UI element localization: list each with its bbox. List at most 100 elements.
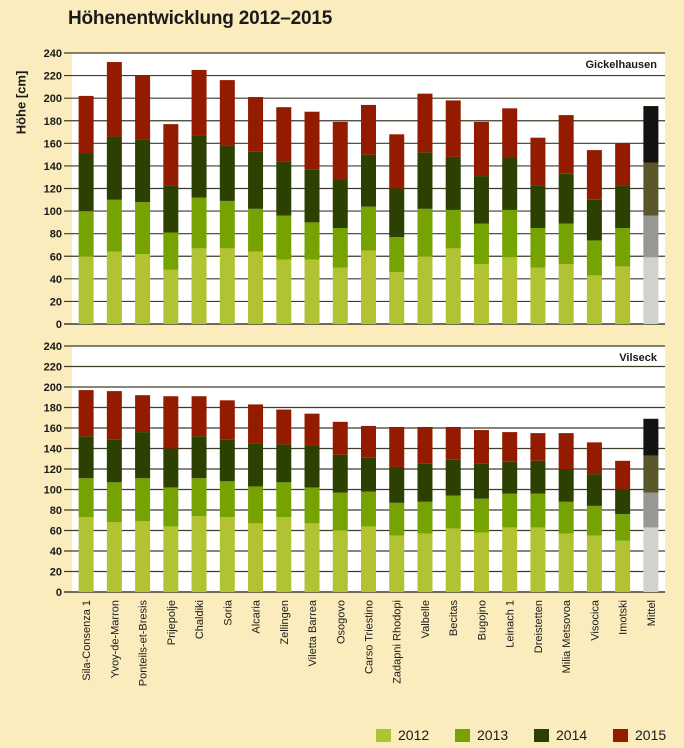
bar-segment-2014 [643,162,659,216]
x-tick-label: Alcaria [251,599,263,634]
bar-segment-2012 [332,530,348,592]
bar-segment-2013 [135,478,151,522]
legend-item-2014: 2014 [534,727,613,743]
x-tick-label: Yvoy-de-Marron [109,600,121,678]
bar-segment-2012 [191,248,207,324]
bar-segment-2012 [615,266,631,324]
bar-segment-2014 [586,474,602,506]
y-tick-label: 20 [50,567,62,579]
x-tick-label: Sila-Consenza 1 [81,600,93,681]
bar-segment-2013 [191,197,207,249]
bar-segment-2012 [78,256,94,324]
bar-segment-2014 [276,161,292,216]
bar-segment-2015 [502,432,518,462]
bar-segment-2015 [643,418,659,456]
x-tick-label: Dreistetten [533,600,545,653]
x-tick-label: Soria [222,599,234,626]
bar-segment-2015 [106,391,122,440]
bar-segment-2015 [558,433,574,469]
y-tick-label: 140 [44,444,62,456]
y-tick-label: 220 [44,362,62,374]
bar-segment-2012 [417,256,433,324]
bar-segment-2013 [473,223,489,265]
y-tick-label: 200 [44,93,62,105]
y-tick-label: 100 [44,206,62,218]
bar-segment-2012 [558,264,574,324]
bar-segment-2015 [135,75,151,140]
bar-segment-2015 [558,115,574,174]
bar-segment-2015 [78,95,94,154]
bar-segment-2013 [530,493,546,528]
bar-segment-2014 [615,489,631,515]
y-tick-label: 160 [44,423,62,435]
y-tick-label: 180 [44,116,62,128]
legend-item-2015: 2015 [613,727,684,743]
bar-segment-2013 [191,478,207,517]
bar-segment-2014 [615,185,631,229]
bar-segment-2014 [332,454,348,493]
bar-segment-2014 [558,173,574,224]
bar-segment-2013 [530,228,546,268]
legend-swatch-2013 [455,728,470,742]
legend-item-2013: 2013 [455,727,534,743]
bar-segment-2013 [615,514,631,541]
legend-label-2012: 2012 [398,727,430,743]
bar-segment-2012 [586,535,602,592]
bar-segment-2012 [473,264,489,324]
bar-segment-2015 [106,62,122,137]
bar-segment-2013 [304,222,320,260]
y-tick-label: 40 [50,274,62,286]
bar-segment-2013 [417,208,433,257]
bar-segment-2014 [135,139,151,203]
bar-segment-2014 [389,188,405,238]
bar-segment-2015 [219,80,235,146]
panel-label: Gickelhausen [585,59,657,71]
bar-segment-2013 [643,492,659,528]
bar-segment-2015 [219,400,235,440]
y-tick-label: 80 [50,229,62,241]
bar-segment-2012 [248,523,264,592]
bar-segment-2014 [361,457,376,492]
bar-segment-2013 [643,215,659,258]
bar-segment-2013 [276,482,292,518]
bar-segment-2015 [445,426,461,460]
legend-label-2014: 2014 [556,727,588,743]
bar-segment-2012 [78,517,94,592]
bar-segment-2015 [332,121,348,180]
bar-segment-2015 [530,433,546,461]
bar-segment-2014 [473,463,489,499]
y-tick-label: 240 [44,48,62,60]
bar-segment-2014 [304,445,320,488]
bar-segment-2015 [163,396,179,449]
bar-segment-2015 [276,409,292,445]
bar-segment-2015 [304,111,320,170]
chart-title: Höhenentwicklung 2012–2015 [68,8,333,29]
bar-segment-2015 [191,396,207,437]
x-tick-label: Zadapni Rhodopi [392,600,404,684]
x-tick-label: Becitas [448,600,460,637]
bar-segment-2013 [473,498,489,533]
bar-segment-2012 [276,517,292,592]
bar-segment-2015 [615,460,631,490]
bar-segment-2013 [78,211,94,257]
bar-segment-2012 [163,269,179,324]
bar-segment-2012 [106,251,122,324]
bar-segment-2014 [417,463,433,502]
y-tick-label: 140 [44,161,62,173]
bar-segment-2013 [586,505,602,536]
bar-segment-2015 [417,93,433,153]
bar-segment-2013 [106,482,122,523]
bar-segment-2013 [502,209,518,258]
bar-segment-2012 [530,267,546,324]
bar-segment-2012 [445,528,461,592]
bar-segment-2012 [445,248,461,324]
panel-label: Vilseck [619,352,658,364]
bar-segment-2014 [445,459,461,496]
bar-segment-2012 [276,259,292,324]
bar-segment-2013 [389,502,405,536]
bar-segment-2012 [586,275,602,324]
y-tick-label: 20 [50,296,62,308]
x-tick-label: Ponteils-et-Bresis [138,600,150,687]
bar-segment-2013 [361,206,376,251]
bar-segment-2012 [135,253,151,324]
